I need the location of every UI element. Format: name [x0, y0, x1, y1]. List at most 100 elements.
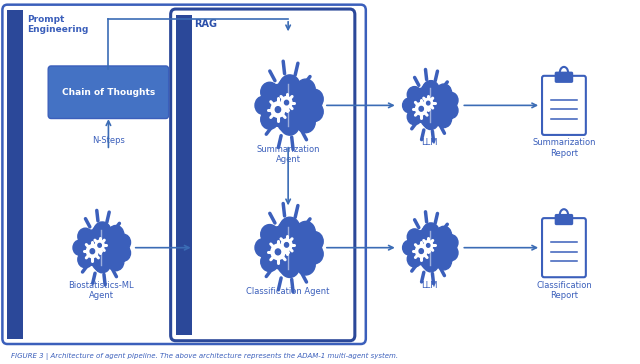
Circle shape — [108, 253, 124, 271]
FancyBboxPatch shape — [175, 15, 191, 335]
Circle shape — [281, 96, 292, 108]
Ellipse shape — [408, 88, 436, 122]
FancyBboxPatch shape — [8, 10, 23, 339]
Circle shape — [271, 244, 285, 260]
Circle shape — [407, 109, 422, 125]
Text: Chain of Thoughts: Chain of Thoughts — [62, 88, 155, 97]
Circle shape — [421, 84, 435, 100]
Text: LLM: LLM — [421, 138, 438, 147]
Circle shape — [98, 244, 101, 247]
FancyBboxPatch shape — [556, 215, 573, 225]
Circle shape — [423, 112, 438, 130]
Ellipse shape — [262, 84, 297, 126]
Text: Classification
Report: Classification Report — [536, 281, 592, 300]
Text: Biostatistics-ML
Agent: Biostatistics-ML Agent — [68, 281, 134, 300]
Circle shape — [444, 234, 458, 250]
Circle shape — [92, 254, 107, 270]
Circle shape — [285, 100, 289, 105]
Text: Summarization
Report: Summarization Report — [532, 138, 596, 158]
Circle shape — [108, 226, 124, 243]
Circle shape — [115, 234, 131, 251]
Circle shape — [305, 89, 323, 109]
Circle shape — [419, 249, 424, 253]
Circle shape — [280, 114, 300, 135]
Text: Summarization
Agent: Summarization Agent — [257, 145, 320, 164]
Circle shape — [415, 103, 427, 115]
Circle shape — [280, 217, 300, 240]
Circle shape — [296, 79, 316, 100]
Circle shape — [444, 92, 458, 108]
Circle shape — [90, 249, 95, 254]
Circle shape — [423, 255, 438, 272]
Circle shape — [280, 256, 300, 277]
Circle shape — [278, 221, 296, 241]
Text: N-Steps: N-Steps — [92, 136, 125, 145]
Circle shape — [255, 96, 271, 115]
Circle shape — [305, 102, 323, 122]
Circle shape — [260, 225, 278, 244]
Circle shape — [421, 111, 435, 127]
Ellipse shape — [420, 86, 453, 124]
Circle shape — [275, 107, 280, 112]
Circle shape — [415, 245, 427, 257]
Circle shape — [421, 253, 435, 269]
Circle shape — [92, 225, 107, 242]
Circle shape — [260, 82, 278, 102]
Circle shape — [436, 226, 452, 244]
Circle shape — [285, 243, 289, 247]
Circle shape — [407, 251, 422, 267]
Circle shape — [280, 75, 300, 97]
Text: LLM: LLM — [421, 281, 438, 289]
Ellipse shape — [277, 224, 317, 271]
Ellipse shape — [408, 231, 436, 265]
Circle shape — [73, 240, 87, 256]
FancyBboxPatch shape — [556, 72, 573, 82]
Circle shape — [419, 106, 424, 111]
Text: FIGURE 3 | Architecture of agent pipeline. The above architecture represents the: FIGURE 3 | Architecture of agent pipelin… — [12, 353, 399, 360]
Circle shape — [424, 241, 433, 250]
Circle shape — [260, 252, 278, 272]
Circle shape — [275, 249, 280, 255]
Circle shape — [115, 245, 131, 261]
Text: RAG: RAG — [195, 19, 218, 29]
FancyBboxPatch shape — [542, 76, 586, 135]
Circle shape — [444, 245, 458, 261]
Circle shape — [271, 102, 285, 117]
Circle shape — [296, 221, 316, 242]
Ellipse shape — [277, 82, 317, 129]
FancyBboxPatch shape — [48, 66, 169, 119]
Circle shape — [422, 223, 439, 241]
Ellipse shape — [420, 229, 453, 267]
Circle shape — [444, 103, 458, 118]
Circle shape — [78, 228, 93, 245]
Circle shape — [436, 253, 452, 270]
FancyBboxPatch shape — [542, 218, 586, 277]
Circle shape — [296, 254, 316, 275]
Circle shape — [424, 98, 433, 108]
Ellipse shape — [262, 227, 297, 269]
Circle shape — [281, 239, 292, 251]
Circle shape — [278, 79, 296, 98]
Circle shape — [260, 110, 278, 129]
Circle shape — [407, 87, 422, 103]
Circle shape — [278, 255, 296, 274]
Circle shape — [278, 112, 296, 132]
Circle shape — [436, 111, 452, 127]
Circle shape — [422, 80, 439, 99]
Circle shape — [403, 240, 416, 255]
Circle shape — [255, 238, 271, 257]
Circle shape — [86, 245, 99, 258]
Circle shape — [436, 84, 452, 101]
Circle shape — [94, 255, 110, 273]
Circle shape — [403, 98, 416, 113]
Circle shape — [305, 232, 323, 251]
Circle shape — [93, 222, 111, 241]
Circle shape — [426, 244, 430, 247]
Text: Classification Agent: Classification Agent — [246, 287, 330, 296]
Circle shape — [426, 101, 430, 105]
Text: Prompt
Engineering: Prompt Engineering — [28, 15, 89, 34]
Ellipse shape — [92, 228, 125, 268]
Ellipse shape — [79, 230, 108, 265]
Circle shape — [296, 112, 316, 133]
Circle shape — [78, 251, 93, 268]
